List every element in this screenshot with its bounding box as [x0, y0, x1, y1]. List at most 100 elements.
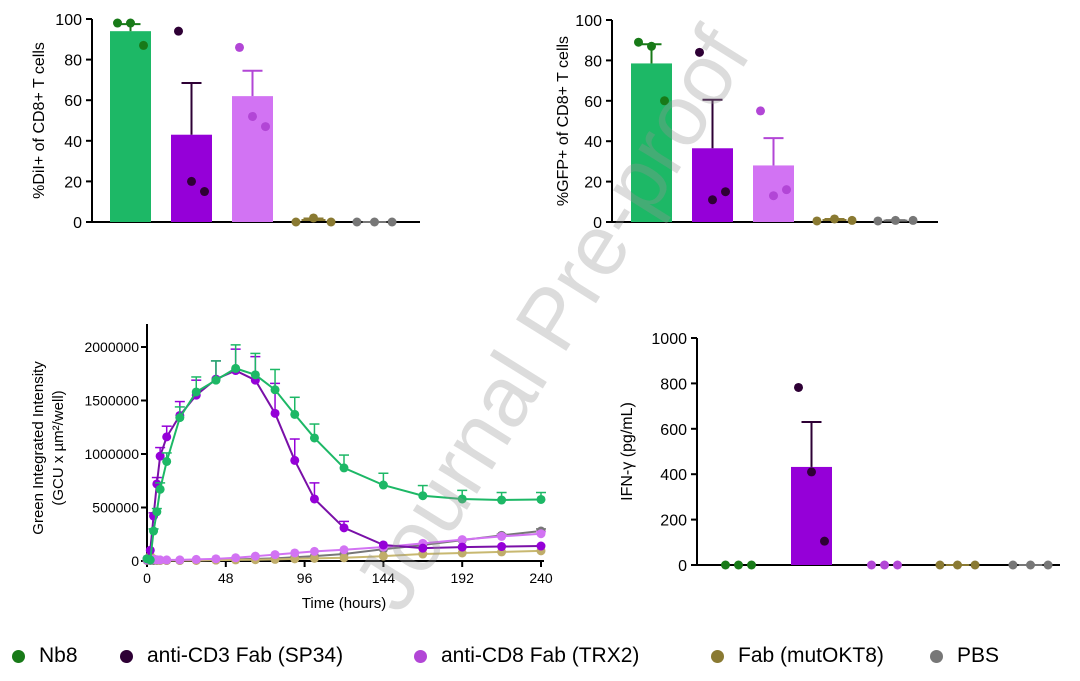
data-point: [820, 536, 829, 546]
data-point: [747, 560, 756, 570]
data-point: [149, 526, 159, 536]
data-point: [812, 216, 822, 226]
data-point: [326, 217, 336, 227]
legend-item-fab-mutokt8: Fab (mutOKT8): [711, 644, 884, 668]
data-point: [370, 217, 379, 227]
data-point: [497, 495, 507, 505]
data-point: [339, 463, 349, 473]
legend-item-anti-cd8: anti-CD8 Fab (TRX2): [414, 644, 639, 668]
data-point: [162, 432, 172, 442]
data-point: [339, 523, 349, 533]
legend-label: Nb8: [39, 644, 78, 667]
data-point: [893, 560, 902, 570]
x-tick-label: 144: [372, 570, 396, 586]
y-tick-label: 0: [593, 215, 602, 232]
legend-item-nb8: Nb8: [12, 644, 78, 668]
data-point: [418, 543, 428, 553]
data-point: [250, 370, 260, 380]
data-point: [935, 560, 945, 570]
y-tick-label: 20: [64, 174, 82, 191]
data-point: [309, 546, 319, 556]
legend-item-anti-cd3: anti-CD3 Fab (SP34): [120, 644, 343, 668]
data-point: [126, 18, 135, 28]
x-tick-label: 240: [529, 570, 553, 586]
y-tick-label: 500000: [92, 500, 139, 516]
data-point: [660, 96, 669, 106]
x-tick-label: 0: [143, 570, 151, 586]
data-point: [352, 217, 362, 227]
x-tick-label: 96: [297, 570, 313, 586]
y-tick-label: 800: [660, 376, 687, 393]
data-point: [290, 548, 300, 558]
data-point: [191, 387, 201, 397]
data-point: [155, 484, 165, 494]
y-tick-label: 200: [660, 513, 687, 530]
data-point: [378, 540, 388, 550]
line-chart: 0 500000 1000000 1500000 2000000 0 48 96 144 192 2…: [30, 324, 553, 612]
x-tick-label: 192: [451, 570, 475, 586]
data-point: [211, 375, 221, 385]
data-point: [387, 217, 397, 227]
y-tick-label: 40: [64, 134, 82, 151]
data-point: [162, 555, 172, 565]
data-point: [187, 176, 196, 186]
data-point: [191, 554, 201, 564]
data-point: [721, 187, 730, 197]
y-tick-label: 600: [660, 422, 687, 439]
y-tick-label: 40: [584, 134, 602, 151]
y-axis-label: %GFP+ of CD8+ T cells: [555, 36, 572, 206]
legend-marker: [414, 649, 427, 663]
data-point: [155, 555, 165, 565]
data-point: [457, 535, 467, 545]
series-0: [142, 344, 546, 565]
data-point: [270, 550, 280, 560]
legend-marker: [930, 649, 943, 663]
data-point: [175, 555, 185, 565]
bar-chart-0: 0 20 40 60 80 100 %DiI+ of CD8+ T cells: [31, 12, 420, 232]
y-tick-label: 60: [584, 94, 602, 111]
data-point: [497, 531, 507, 541]
data-point: [290, 455, 300, 465]
data-point: [145, 555, 155, 565]
legend-label: anti-CD8 Fab (TRX2): [441, 644, 640, 667]
y-tick-label: 100: [55, 12, 82, 29]
legend-marker: [12, 649, 25, 663]
legend-marker: [120, 649, 133, 663]
data-point: [794, 382, 803, 392]
y-tick-label: 400: [660, 467, 687, 484]
data-point: [634, 37, 643, 47]
data-point: [734, 560, 743, 570]
data-point: [155, 451, 165, 461]
bar-chart-1: 0 20 40 60 80 100%GFP+ of CD8+ T cells: [555, 13, 938, 232]
legend-label: PBS: [957, 644, 1000, 667]
bar-chart-2: 0 200 400 600 800 1000 IFN-γ (pg/mL): [619, 331, 1060, 575]
legend: Nb8 anti-CD3 Fab (SP34) anti-CD8 Fab (TR…: [0, 644, 1080, 678]
data-point: [175, 413, 185, 423]
data-point: [270, 408, 280, 418]
bar: [631, 63, 672, 223]
data-point: [1043, 560, 1053, 570]
bar: [692, 148, 733, 222]
data-point: [953, 560, 962, 570]
data-point: [536, 494, 546, 504]
y-tick-label: 0: [131, 553, 139, 569]
y-axis-label: IFN-γ (pg/mL): [619, 402, 636, 501]
data-point: [231, 363, 241, 373]
data-point: [250, 551, 260, 561]
data-point: [418, 491, 428, 501]
data-point: [891, 215, 900, 225]
y-axis-label: %DiI+ of CD8+ T cells: [31, 42, 48, 199]
data-point: [270, 385, 280, 395]
y-tick-label: 1000000: [84, 446, 139, 462]
data-point: [647, 41, 656, 51]
data-point: [291, 217, 301, 227]
data-point: [235, 42, 244, 52]
data-point: [970, 560, 980, 570]
data-point: [880, 560, 889, 570]
y-axis-label: Green Integrated Intensity: [30, 361, 47, 535]
data-point: [261, 122, 270, 132]
y-tick-label: 80: [584, 53, 602, 70]
data-point: [309, 494, 319, 504]
data-point: [908, 215, 918, 225]
